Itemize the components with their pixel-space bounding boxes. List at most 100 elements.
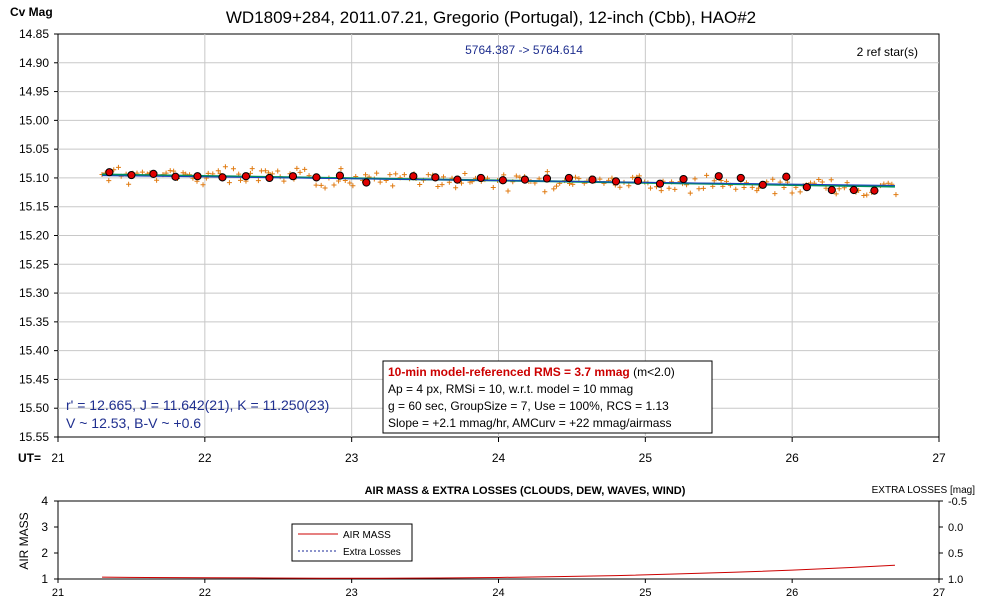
y-tick-label: 15.50 bbox=[19, 401, 49, 415]
raw-point bbox=[439, 182, 445, 188]
raw-point bbox=[836, 186, 842, 192]
raw-point bbox=[350, 183, 356, 189]
raw-point bbox=[700, 185, 706, 191]
raw-point bbox=[331, 182, 337, 188]
binned-point bbox=[453, 175, 462, 184]
binned-point bbox=[782, 172, 791, 181]
binned-point bbox=[611, 177, 621, 186]
raw-point bbox=[249, 166, 255, 172]
binned-point bbox=[335, 171, 345, 180]
y-tick-label: 14.85 bbox=[19, 27, 49, 41]
raw-point bbox=[171, 168, 177, 174]
raw-point bbox=[106, 178, 112, 184]
raw-point bbox=[374, 170, 380, 176]
raw-point bbox=[513, 173, 519, 179]
y-tick-label: 14.90 bbox=[19, 56, 49, 70]
airmass-x-tick-label: 27 bbox=[933, 587, 945, 599]
raw-point bbox=[861, 193, 867, 199]
airmass-legend: AIR MASS Extra Losses bbox=[291, 523, 413, 562]
binned-point bbox=[409, 172, 418, 181]
raw-point bbox=[741, 184, 747, 190]
binned-points bbox=[105, 168, 879, 195]
raw-point bbox=[553, 183, 559, 189]
y-tick-label: 15.40 bbox=[19, 344, 49, 358]
stats-line-3: g = 60 sec, GroupSize = 7, Use = 100%, R… bbox=[388, 399, 669, 413]
airmass-chart-title: AIR MASS & EXTRA LOSSES (CLOUDS, DEW, WA… bbox=[365, 485, 686, 497]
raw-point bbox=[237, 177, 243, 183]
raw-point bbox=[692, 176, 698, 182]
main-y-ticks: 14.85 14.90 14.95 15.00 15.05 15.10 15.15 15.20… bbox=[19, 27, 58, 444]
raw-point bbox=[893, 192, 899, 198]
raw-point bbox=[666, 185, 672, 191]
x-tick-label: 25 bbox=[639, 451, 653, 465]
binned-point bbox=[588, 175, 597, 184]
stats-rms-label: 10-min model-referenced RMS = 3.7 mmag bbox=[388, 365, 630, 379]
raw-point bbox=[215, 168, 221, 174]
binned-point bbox=[476, 173, 485, 183]
raw-point bbox=[704, 172, 710, 178]
raw-point bbox=[570, 181, 576, 187]
x-tick-label: 26 bbox=[785, 451, 799, 465]
y-tick-label: 15.15 bbox=[19, 200, 49, 214]
binned-point bbox=[171, 172, 180, 181]
raw-point bbox=[255, 178, 261, 184]
raw-point bbox=[647, 185, 653, 191]
raw-point bbox=[756, 185, 762, 191]
raw-point bbox=[544, 169, 550, 175]
raw-point bbox=[417, 181, 423, 187]
raw-point bbox=[390, 183, 396, 189]
binned-point bbox=[679, 174, 688, 184]
binned-point bbox=[758, 180, 767, 189]
raw-point bbox=[230, 166, 236, 172]
airmass-y-tick-label: 4 bbox=[41, 494, 48, 508]
binned-point bbox=[633, 176, 643, 185]
raw-point bbox=[789, 190, 795, 196]
x-tick-label: 27 bbox=[932, 451, 946, 465]
y-tick-label: 15.10 bbox=[19, 171, 49, 185]
airmass-x-tick-label: 22 bbox=[199, 587, 211, 599]
raw-point bbox=[490, 185, 496, 191]
legend-airmass-label: AIR MASS bbox=[343, 530, 391, 541]
raw-point bbox=[770, 176, 776, 182]
airmass-y-tick-label: 1 bbox=[41, 572, 48, 586]
raw-point bbox=[572, 174, 578, 180]
raw-point bbox=[754, 188, 760, 194]
y-tick-label: 15.45 bbox=[19, 372, 49, 386]
binned-point bbox=[265, 173, 274, 183]
raw-point bbox=[505, 188, 511, 194]
raw-point bbox=[459, 180, 464, 186]
airmass-y-axis-label: AIR MASS bbox=[17, 512, 31, 569]
binned-point bbox=[312, 173, 321, 182]
raw-point bbox=[154, 177, 160, 183]
ref-stars-label: 2 ref star(s) bbox=[857, 45, 918, 59]
raw-point bbox=[115, 164, 121, 170]
raw-point bbox=[302, 166, 308, 172]
raw-point bbox=[551, 186, 557, 192]
airmass-y-tick-label: 3 bbox=[41, 520, 48, 534]
extra-losses-y-ticks: -0.5 0.0 0.5 1.0 bbox=[939, 496, 967, 586]
raw-point bbox=[819, 179, 825, 185]
raw-point bbox=[542, 189, 548, 195]
y-tick-label: 15.35 bbox=[19, 315, 49, 329]
main-chart-title: WD1809+284, 2011.07.21, Gregorio (Portug… bbox=[226, 8, 756, 27]
airmass-x-tick-label: 23 bbox=[346, 587, 358, 599]
raw-point bbox=[297, 169, 303, 175]
extra-losses-tick-label: 0.0 bbox=[948, 522, 963, 534]
y-tick-label: 15.55 bbox=[19, 430, 49, 444]
y-tick-label: 15.20 bbox=[19, 229, 49, 243]
raw-point bbox=[226, 180, 232, 186]
raw-point bbox=[711, 178, 717, 184]
raw-point bbox=[576, 176, 582, 182]
raw-point bbox=[200, 182, 206, 188]
raw-point bbox=[772, 191, 778, 197]
binned-point bbox=[149, 169, 158, 178]
binned-point bbox=[542, 174, 552, 183]
raw-point bbox=[363, 172, 369, 178]
binned-point bbox=[564, 173, 574, 183]
airmass-x-tick-label: 24 bbox=[492, 587, 504, 599]
binned-point bbox=[849, 185, 858, 195]
raw-point bbox=[517, 174, 523, 180]
binned-point bbox=[362, 178, 371, 187]
raw-point bbox=[453, 185, 459, 191]
